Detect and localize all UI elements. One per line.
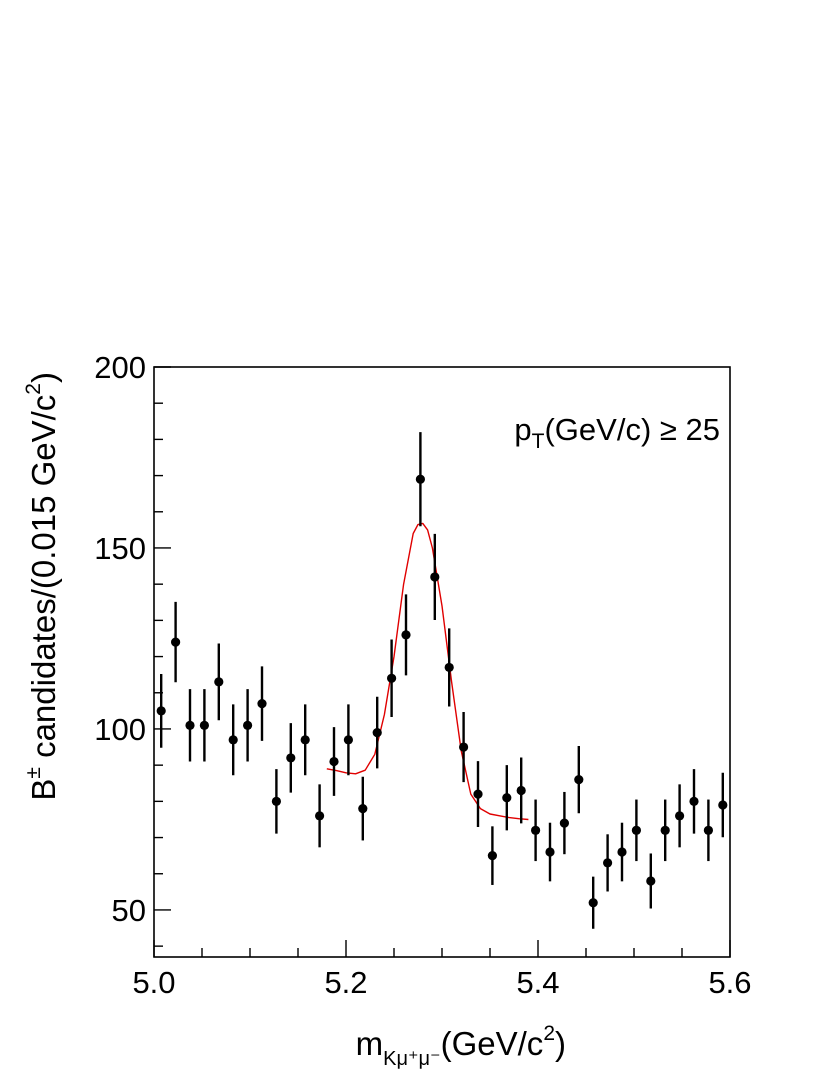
point-marker [646,876,656,886]
data-point [574,745,584,814]
data-point [257,666,267,741]
data-point [545,822,555,882]
point-marker [603,858,613,868]
point-marker [156,706,166,716]
point-marker [574,775,584,785]
data-point [415,432,425,527]
data-point [646,853,656,909]
point-marker [343,735,353,745]
point-marker [171,637,181,647]
point-marker [401,630,411,640]
data-point [473,761,483,828]
point-marker [286,753,296,763]
data-point [199,689,209,762]
data-point [689,769,699,834]
x-tick-label: 5.2 [324,965,367,1000]
point-marker [689,796,699,806]
data-point [588,876,598,929]
point-marker [372,727,382,738]
point-marker [559,818,570,828]
axis-ticks [153,366,731,957]
data-point [617,822,627,882]
y-tick-label: 200 [94,350,146,385]
data-point [372,696,382,769]
data-point [214,643,224,721]
data-point [631,799,642,862]
data-point [171,601,181,683]
point-marker [214,677,224,687]
point-marker [329,756,339,767]
data-point [459,711,469,783]
point-marker [387,673,397,683]
data-point [660,799,670,862]
point-marker [430,572,440,582]
point-marker [444,662,454,673]
point-marker [459,742,469,752]
axis-tick-labels: 5.0 5.2 5.4 5.6 50 100 150 200 [94,350,751,1000]
data-point [531,799,541,862]
point-marker [415,474,425,484]
data-point [343,704,353,776]
data-point [559,791,570,855]
data-point [329,727,339,796]
point-marker [315,811,325,821]
point-marker [300,735,310,745]
data-point [286,723,296,793]
point-marker [185,720,195,730]
point-marker [257,699,267,709]
point-marker [228,735,238,745]
data-point [516,757,526,824]
data-point [387,639,397,718]
point-marker [271,796,281,806]
data-point [502,765,512,831]
point-marker [516,785,526,796]
point-marker [502,793,512,803]
y-tick-label: 50 [112,893,146,928]
point-marker [243,720,253,730]
point-marker [487,851,497,861]
point-marker [358,803,368,814]
data-point [430,533,440,621]
point-marker [675,811,685,821]
data-point [358,776,368,841]
point-marker [531,825,541,835]
data-point [185,689,195,762]
point-marker [545,847,555,857]
point-marker [703,825,714,835]
point-marker [199,720,209,730]
x-tick-label: 5.4 [516,965,559,1000]
data-points-group [156,432,728,929]
point-marker [718,800,728,810]
fit-curve-group [326,522,529,821]
point-marker [617,847,627,857]
data-point [718,772,728,838]
data-point [243,689,253,762]
point-marker [631,825,642,835]
data-point [156,673,166,748]
point-marker [473,789,483,799]
y-tick-label: 150 [94,531,146,566]
data-point [444,628,454,707]
y-tick-label: 100 [94,712,146,747]
point-marker [588,898,598,908]
data-point [271,769,281,834]
data-point [315,784,325,848]
point-marker [660,825,670,835]
data-point [487,826,497,885]
x-tick-label: 5.6 [708,965,751,1000]
data-point [675,784,685,848]
data-point [300,704,310,776]
data-point [228,704,238,776]
data-point [401,594,411,676]
data-point [603,834,613,892]
x-axis-title: mKμ⁺μ⁻(GeV/c2) [356,1022,566,1070]
data-point [703,799,714,862]
fit-curve [326,522,529,821]
plot-frame [153,366,731,958]
y-axis-title: B± candidates/(0.015 GeV/c2) [22,372,62,801]
pt-annotation: pT(GeV/c) ≥ 25 [514,412,720,453]
x-tick-label: 5.0 [132,965,175,1000]
